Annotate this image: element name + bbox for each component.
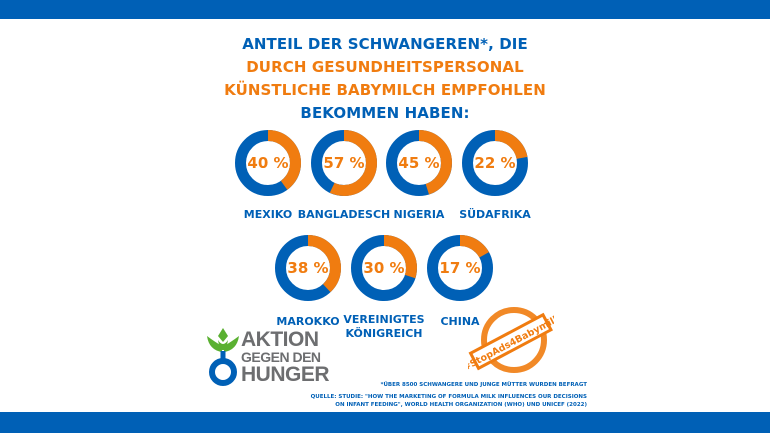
- donut-value: 17 %: [439, 259, 481, 277]
- donut-value: 22 %: [474, 154, 516, 172]
- label-marokko: MAROKKO: [276, 315, 340, 328]
- donut-vereinigtes-koenigreich: 30 %: [351, 235, 417, 301]
- logo-line-3: HUNGER: [241, 363, 330, 386]
- label-bangladesch: BANGLADESCH: [297, 208, 391, 221]
- top-banner: [0, 0, 770, 19]
- logo-line-2: GEGEN DEN: [241, 349, 321, 365]
- label-china: CHINA: [440, 315, 480, 328]
- logo-plant-icon: [207, 328, 239, 386]
- label-nigeria: NIGERIA: [393, 208, 445, 221]
- aktion-gegen-den-hunger-logo: AKTION GEGEN DEN HUNGER: [205, 326, 335, 392]
- title-line-3: KÜNSTLICHE BABYMILCH EMPFOHLEN: [224, 81, 546, 99]
- chart-title: ANTEIL DER SCHWANGEREN*, DIE DURCH GESUN…: [0, 33, 770, 125]
- label-suedafrika: SÜDAFRIKA: [459, 208, 531, 221]
- footnote: *ÜBER 8500 SCHWANGERE UND JUNGE MÜTTER W…: [380, 382, 587, 388]
- source-line-1: QUELLE: STUDIE: "HOW THE MARKETING OF FO…: [310, 394, 587, 400]
- bottom-banner: [0, 412, 770, 433]
- title-line-2: DURCH GESUNDHEITSPERSONAL: [246, 58, 524, 76]
- donut-value: 38 %: [287, 259, 329, 277]
- label-line-2: KÖNIGREICH: [345, 327, 423, 340]
- label-vereinigtes-koenigreich: VEREINIGTES KÖNIGREICH: [329, 313, 439, 341]
- donut-nigeria: 45 %: [386, 130, 452, 196]
- label-line-1: VEREINIGTES: [343, 313, 425, 326]
- source-line-2: ON INFANT FEEDING", WORLD HEALTH ORGANIZ…: [335, 402, 587, 408]
- stamp-badge-icon: #StopAds4Babymilk: [461, 307, 563, 374]
- donut-suedafrika: 22 %: [462, 130, 528, 196]
- donut-china: 17 %: [427, 235, 493, 301]
- title-line-4: BEKOMMEN HABEN:: [300, 104, 470, 122]
- donut-marokko: 38 %: [275, 235, 341, 301]
- logo-text: AKTION GEGEN DEN HUNGER: [241, 328, 330, 386]
- title-line-1: ANTEIL DER SCHWANGEREN*, DIE: [242, 35, 528, 53]
- source-notes: *ÜBER 8500 SCHWANGERE UND JUNGE MÜTTER W…: [311, 381, 587, 409]
- stopads-stamp: #StopAds4Babymilk: [461, 302, 563, 378]
- logo-line-1: AKTION: [241, 328, 319, 351]
- donut-mexiko: 40 %: [235, 130, 301, 196]
- label-mexiko: MEXIKO: [243, 208, 293, 221]
- donut-value: 57 %: [323, 154, 365, 172]
- donut-bangladesch: 57 %: [311, 130, 377, 196]
- donut-value: 40 %: [247, 154, 289, 172]
- donut-value: 30 %: [363, 259, 405, 277]
- donut-value: 45 %: [398, 154, 440, 172]
